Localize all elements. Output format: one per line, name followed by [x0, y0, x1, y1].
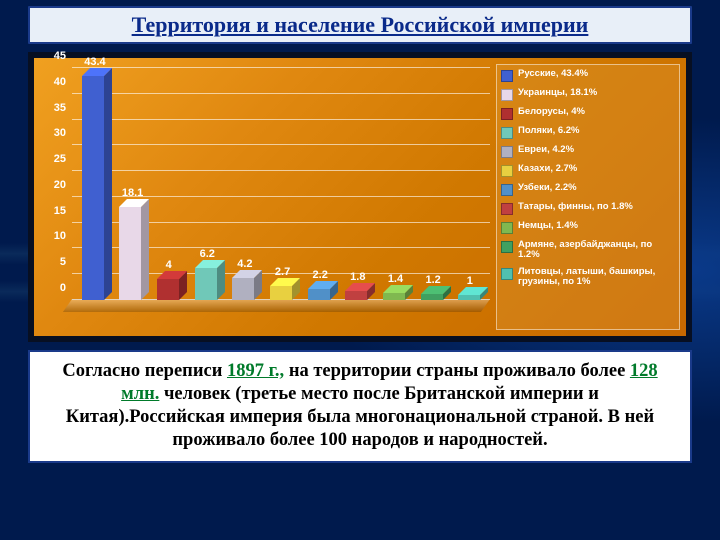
legend-label: Евреи, 4.2% [518, 145, 574, 155]
bar: 4.2 [227, 278, 261, 300]
legend-swatch [501, 127, 513, 139]
legend-label: Татары, финны, по 1.8% [518, 202, 633, 212]
bar-front [421, 294, 443, 300]
legend-swatch [501, 108, 513, 120]
legend-item: Поляки, 6.2% [501, 126, 675, 139]
legend-item: Узбеки, 2.2% [501, 183, 675, 196]
legend-swatch [501, 268, 513, 280]
bar-front [232, 278, 254, 300]
legend-swatch [501, 184, 513, 196]
legend-item: Армяне, азербайджанцы, по 1.2% [501, 240, 675, 261]
caption-year: 1897 г., [227, 361, 284, 381]
y-tick-label: 15 [38, 205, 66, 217]
legend-item: Немцы, 1.4% [501, 221, 675, 234]
bar-front [383, 293, 405, 300]
legend-swatch [501, 165, 513, 177]
bar: 1.4 [377, 293, 411, 300]
bar-value-label: 1.8 [350, 271, 365, 283]
legend-item: Евреи, 4.2% [501, 145, 675, 158]
bar-front [270, 286, 292, 300]
legend-swatch [501, 222, 513, 234]
caption-mid: на территории страны проживало более [284, 361, 630, 381]
bar-value-label: 18.1 [122, 187, 143, 199]
legend-swatch [501, 146, 513, 158]
legend-label: Казахи, 2.7% [518, 164, 577, 174]
chart-bars: 43.418.146.24.22.72.21.81.41.21 [76, 68, 486, 300]
title-box: Территория и население Российской импери… [28, 6, 692, 44]
legend-item: Украинцы, 18.1% [501, 88, 675, 101]
y-tick-label: 5 [38, 256, 66, 268]
legend-label: Узбеки, 2.2% [518, 183, 577, 193]
chart-frame: 43.418.146.24.22.72.21.81.41.21 05101520… [28, 52, 692, 342]
legend-item: Татары, финны, по 1.8% [501, 202, 675, 215]
legend-swatch [501, 70, 513, 82]
legend-item: Русские, 43.4% [501, 69, 675, 82]
y-tick-label: 20 [38, 179, 66, 191]
bar-value-label: 4.2 [237, 258, 252, 270]
bar-front [458, 295, 480, 300]
bar-value-label: 1.2 [425, 274, 440, 286]
chart-area: 43.418.146.24.22.72.21.81.41.21 05101520… [34, 58, 686, 336]
bar: 43.4 [76, 76, 110, 300]
bar: 1.2 [415, 294, 449, 300]
bar-front [82, 76, 104, 300]
bar-side [104, 68, 112, 300]
bar-front [345, 291, 367, 300]
y-tick-label: 25 [38, 153, 66, 165]
bar-front [195, 268, 217, 300]
bar-value-label: 4 [166, 259, 172, 271]
bar: 2.7 [264, 286, 298, 300]
bar-value-label: 6.2 [200, 248, 215, 260]
legend-label: Украинцы, 18.1% [518, 88, 597, 98]
legend-label: Армяне, азербайджанцы, по 1.2% [518, 240, 675, 261]
bar-value-label: 2.2 [313, 269, 328, 281]
bar-value-label: 1.4 [388, 273, 403, 285]
legend-item: Белорусы, 4% [501, 107, 675, 120]
bar: 1 [452, 295, 486, 300]
chart-plot: 43.418.146.24.22.72.21.81.41.21 05101520… [34, 58, 496, 336]
bar-front [157, 279, 179, 300]
bar: 18.1 [114, 207, 148, 300]
caption-pre: Согласно переписи [62, 361, 227, 381]
chart-legend: Русские, 43.4% Украинцы, 18.1% Белорусы, 4… [496, 64, 680, 330]
y-tick-label: 45 [38, 50, 66, 62]
bar: 2.2 [302, 289, 336, 300]
y-tick-label: 0 [38, 282, 66, 294]
bar-side [141, 199, 149, 300]
bar-value-label: 1 [467, 275, 473, 287]
legend-item: Литовцы, латыши, башкиры, грузины, по 1% [501, 267, 675, 288]
legend-swatch [501, 89, 513, 101]
legend-label: Русские, 43.4% [518, 69, 588, 79]
legend-label: Литовцы, латыши, башкиры, грузины, по 1% [518, 267, 675, 288]
bar: 1.8 [339, 291, 373, 300]
page-title: Территория и население Российской импери… [132, 12, 589, 37]
y-tick-label: 10 [38, 230, 66, 242]
legend-item: Казахи, 2.7% [501, 164, 675, 177]
bar-value-label: 2.7 [275, 266, 290, 278]
legend-label: Немцы, 1.4% [518, 221, 578, 231]
legend-swatch [501, 241, 513, 253]
y-tick-label: 30 [38, 127, 66, 139]
bar-front [308, 289, 330, 300]
bar-front [119, 207, 141, 300]
caption-box: Согласно переписи 1897 г., на территории… [28, 350, 692, 463]
legend-swatch [501, 203, 513, 215]
slide: Территория и население Российской импери… [0, 0, 720, 540]
bar: 6.2 [189, 268, 223, 300]
legend-label: Поляки, 6.2% [518, 126, 580, 136]
y-tick-label: 35 [38, 102, 66, 114]
bar: 4 [151, 279, 185, 300]
bar-value-label: 43.4 [84, 56, 105, 68]
legend-label: Белорусы, 4% [518, 107, 585, 117]
y-tick-label: 40 [38, 76, 66, 88]
chart-floor [63, 299, 490, 312]
